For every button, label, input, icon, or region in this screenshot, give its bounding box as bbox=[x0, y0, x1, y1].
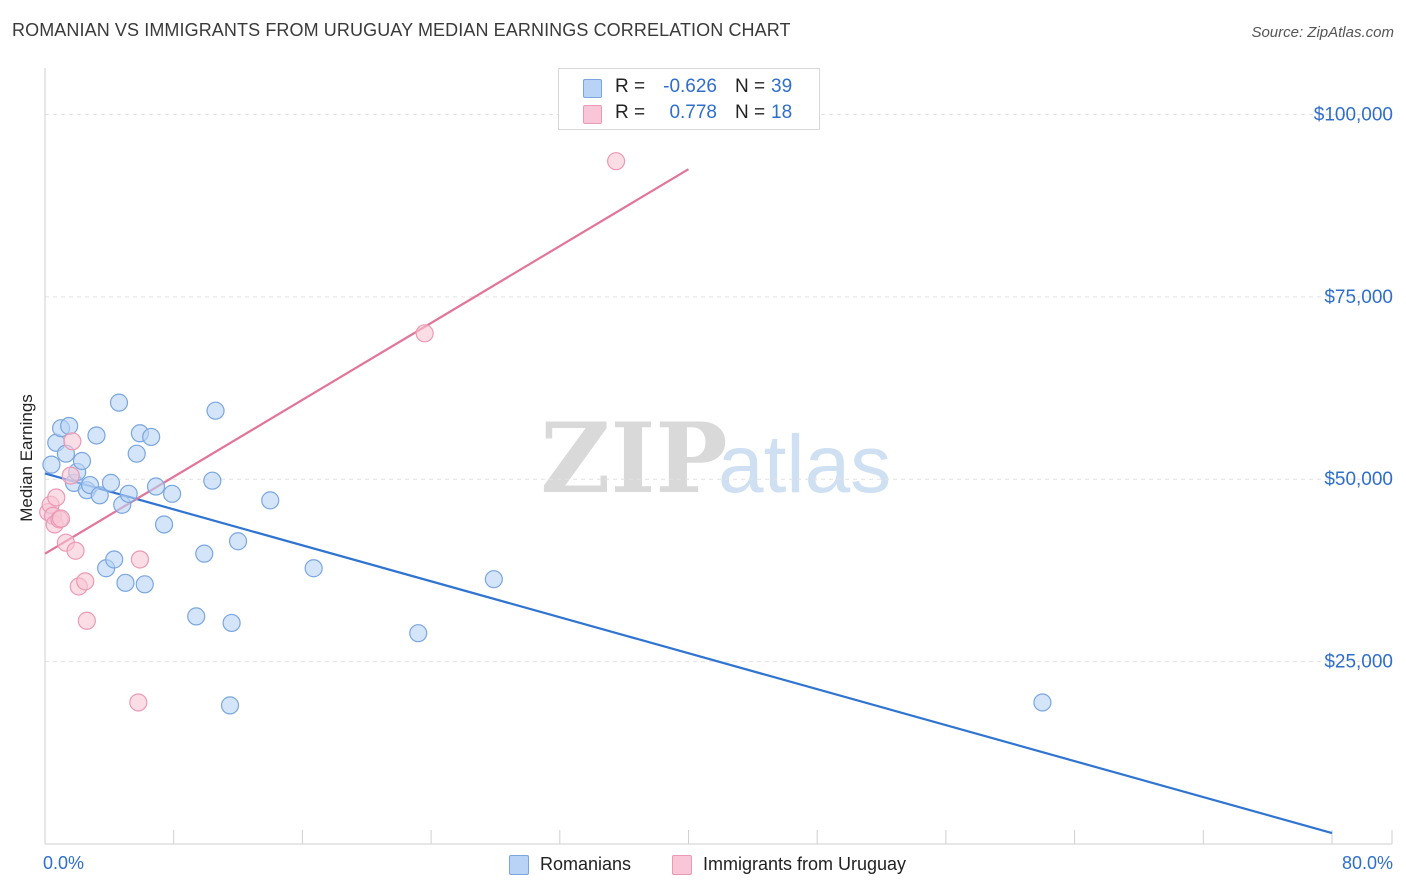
point-romanian bbox=[409, 624, 428, 643]
legend-swatch-pink bbox=[583, 105, 602, 124]
point-romanian bbox=[222, 613, 241, 633]
legend-n-value: 39 bbox=[771, 76, 793, 97]
point-romanian bbox=[142, 427, 161, 447]
legend-r-label: R = bbox=[615, 76, 646, 97]
point-romanian bbox=[203, 471, 222, 490]
point-romanian bbox=[90, 486, 109, 505]
x-tick-labels: 0.0% 80.0% bbox=[43, 853, 1393, 873]
point-romanian bbox=[261, 491, 280, 510]
legend-label-uruguay: Immigrants from Uruguay bbox=[703, 854, 907, 874]
legend-r-label: R = bbox=[615, 102, 646, 123]
point-romanian bbox=[105, 550, 124, 569]
watermark-zip: ZIP bbox=[540, 402, 727, 515]
legend-swatch-pink bbox=[672, 855, 692, 875]
correlation-legend: R = -0.626 N = 39 R = 0.778 N = 18 bbox=[558, 68, 820, 130]
point-romanian bbox=[127, 444, 146, 463]
legend-row-uruguay: R = 0.778 N = 18 bbox=[559, 101, 819, 127]
point-uruguay bbox=[130, 550, 150, 569]
legend-n-label: N = bbox=[735, 102, 766, 123]
point-uruguay bbox=[77, 611, 96, 630]
point-uruguay bbox=[66, 541, 85, 560]
point-romanian bbox=[484, 570, 503, 589]
y-tick-label: $75,000 bbox=[1324, 287, 1393, 308]
x-tick-label: 80.0% bbox=[1342, 853, 1393, 873]
gridlines bbox=[45, 113, 1392, 663]
legend-n-label: N = bbox=[735, 76, 766, 97]
chart-title: ROMANIAN VS IMMIGRANTS FROM URUGUAY MEDI… bbox=[12, 20, 791, 40]
point-romanian bbox=[42, 455, 61, 474]
point-romanian bbox=[109, 393, 129, 412]
y-tick-labels: $25,000 $50,000 $75,000 $100,000 bbox=[1314, 104, 1393, 672]
point-uruguay bbox=[129, 693, 148, 712]
point-romanian bbox=[119, 484, 138, 503]
y-tick-label: $50,000 bbox=[1324, 469, 1393, 490]
trend-line-romanians bbox=[44, 472, 1333, 835]
point-uruguay bbox=[61, 466, 80, 485]
point-romanian bbox=[116, 573, 135, 592]
point-romanian bbox=[154, 515, 174, 534]
legend-label-romanians: Romanians bbox=[540, 854, 632, 874]
legend-n-value: 18 bbox=[771, 102, 793, 123]
point-romanian bbox=[87, 426, 106, 445]
point-romanian bbox=[72, 451, 92, 471]
series-legend: Romanians Immigrants from Uruguay bbox=[0, 853, 1406, 877]
axes bbox=[44, 68, 1393, 845]
point-romanian bbox=[195, 544, 214, 563]
point-uruguay bbox=[47, 488, 66, 507]
legend-r-value: 0.778 bbox=[669, 102, 717, 123]
point-romanian bbox=[220, 696, 240, 715]
point-romanian bbox=[228, 532, 248, 551]
x-tick-label: 0.0% bbox=[43, 853, 84, 873]
point-romanian bbox=[187, 607, 206, 626]
point-romanian bbox=[60, 416, 79, 436]
legend-r-value: -0.626 bbox=[663, 76, 717, 97]
point-romanian bbox=[146, 477, 166, 496]
point-uruguay bbox=[51, 509, 71, 528]
point-uruguay bbox=[76, 572, 95, 591]
point-romanian bbox=[206, 401, 225, 420]
point-uruguay bbox=[63, 432, 82, 451]
legend-row-romanians: R = -0.626 N = 39 bbox=[559, 75, 819, 101]
point-uruguay bbox=[607, 152, 626, 171]
point-romanian bbox=[135, 575, 154, 594]
point-romanian bbox=[304, 559, 323, 578]
legend-swatch-blue bbox=[509, 855, 529, 875]
legend-swatch-blue bbox=[583, 79, 602, 98]
source-credit: Source: ZipAtlas.com bbox=[1251, 24, 1394, 41]
point-uruguay bbox=[415, 324, 434, 343]
point-romanian bbox=[1033, 693, 1052, 712]
y-tick-label: $100,000 bbox=[1314, 104, 1393, 125]
data-points bbox=[39, 152, 1052, 715]
y-tick-label: $25,000 bbox=[1324, 652, 1393, 673]
watermark-atlas: atlas bbox=[718, 419, 891, 510]
point-romanian bbox=[162, 484, 182, 503]
point-romanian bbox=[101, 473, 121, 492]
watermark: ZIP atlas bbox=[540, 402, 891, 515]
